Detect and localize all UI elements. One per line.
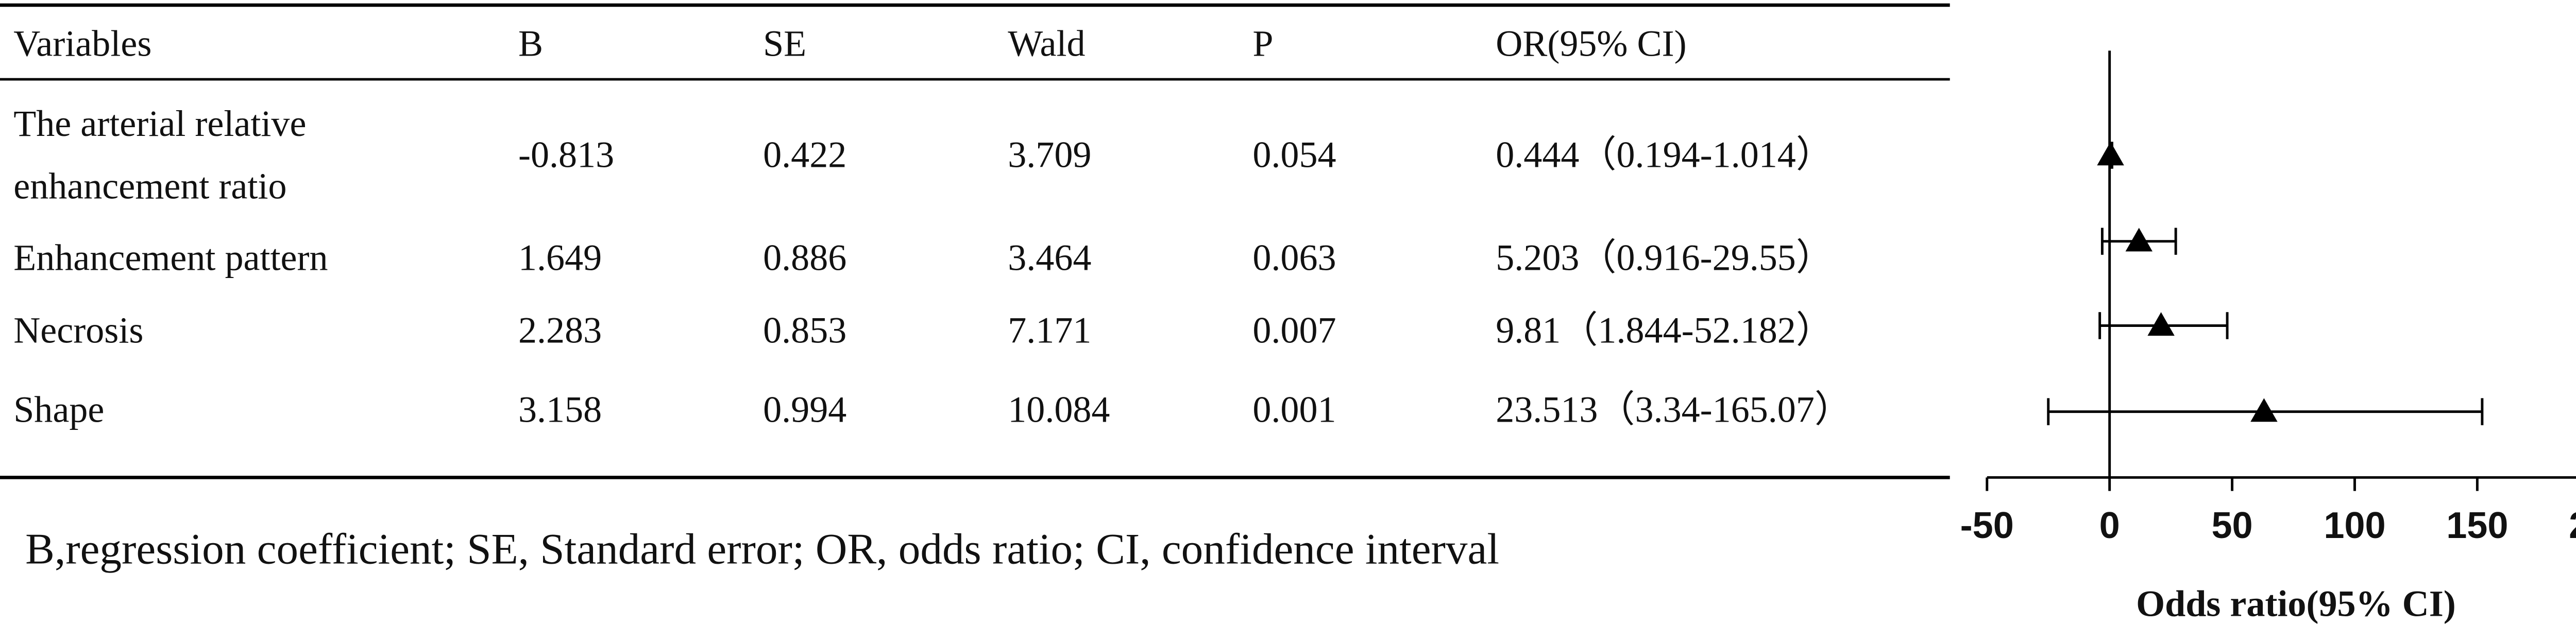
cell: Necrosis: [13, 309, 143, 351]
header-cell: Wald: [1008, 23, 1085, 64]
cell: 10.084: [1008, 389, 1110, 430]
cell: 5.203（0.916-29.55）: [1496, 237, 1833, 279]
cell: 2.283: [518, 309, 602, 351]
cell: 0.054: [1252, 134, 1336, 176]
header-cell: P: [1252, 23, 1273, 64]
header-cell: B: [518, 23, 543, 64]
cell: 0.063: [1252, 237, 1336, 279]
x-tick-label: 200: [2569, 505, 2576, 546]
x-tick-label: 0: [2099, 505, 2120, 546]
header-cell: Variables: [13, 23, 151, 64]
x-tick-label: 50: [2211, 505, 2252, 546]
x-tick-label: 150: [2446, 505, 2508, 546]
cell: 0.444（0.194-1.014）: [1496, 134, 1833, 176]
header-cell: OR(95% CI): [1496, 23, 1686, 64]
cell-line: The arterial relative: [13, 103, 306, 144]
x-tick-label: -50: [1960, 505, 2014, 546]
cell: 3.709: [1008, 134, 1091, 176]
cell: 0.007: [1252, 309, 1336, 351]
x-tick-label: 100: [2324, 505, 2385, 546]
cell: Shape: [13, 389, 104, 430]
cell: 0.001: [1252, 389, 1336, 430]
footnote: B,regression coefficient; SE, Standard e…: [25, 525, 1499, 573]
cell: 3.158: [518, 389, 602, 430]
cell: -0.813: [518, 134, 614, 176]
cell: 0.994: [763, 389, 846, 430]
cell: 7.171: [1008, 309, 1091, 351]
cell: 23.513（3.34-165.07）: [1496, 389, 1852, 430]
cell-line: enhancement ratio: [13, 165, 286, 206]
cell: 0.422: [763, 134, 846, 176]
cell: 0.886: [763, 237, 846, 279]
cell: 1.649: [518, 237, 602, 279]
header-cell: SE: [763, 23, 806, 64]
point-estimate: [2125, 228, 2153, 252]
cell: Enhancement pattern: [13, 237, 328, 279]
point-estimate: [2097, 142, 2124, 166]
cell: 3.464: [1008, 237, 1091, 279]
point-estimate: [2250, 398, 2278, 422]
point-estimate: [2147, 312, 2175, 336]
x-axis-label: Odds ratio(95% CI): [2136, 583, 2456, 624]
cell: 0.853: [763, 309, 846, 351]
cell: 9.81（1.844-52.182）: [1496, 309, 1833, 351]
